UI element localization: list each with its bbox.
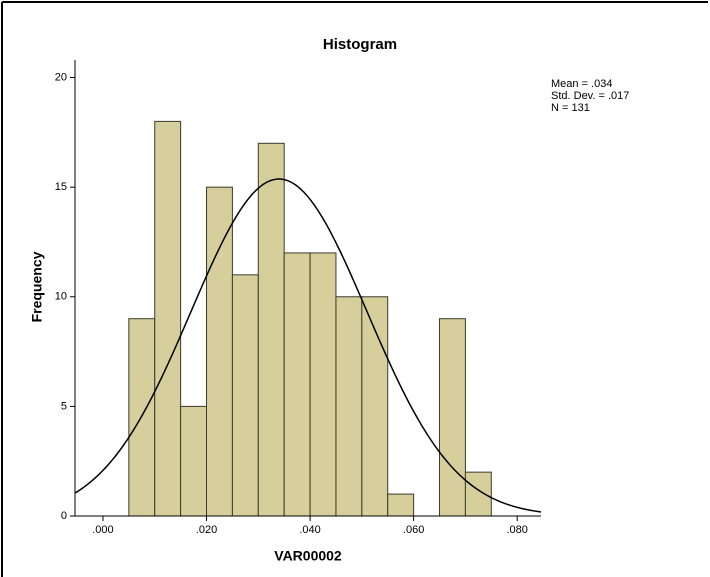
bar (231, 274, 259, 517)
y-tick-label: 5 (61, 400, 67, 412)
x-tick-label: .040 (299, 524, 320, 536)
bar (361, 296, 389, 517)
x-axis-label: VAR00002 (274, 548, 342, 564)
y-tick-label: 15 (55, 181, 67, 193)
bar (283, 252, 311, 517)
bar (180, 405, 208, 517)
normal-curve (74, 178, 542, 513)
x-tick-label: .080 (506, 524, 527, 536)
chart-title: Histogram (323, 36, 397, 53)
x-tick-label: .020 (196, 524, 217, 536)
bar (154, 120, 182, 517)
bar (464, 471, 492, 517)
stat-sd: Std. Dev. = .017 (551, 90, 629, 102)
bar (309, 252, 337, 517)
bar (257, 142, 285, 517)
bar (206, 186, 233, 517)
x-tick-label: .000 (92, 524, 113, 536)
y-tick-label: 10 (55, 291, 67, 303)
bar (335, 296, 363, 517)
y-tick-label: 0 (61, 510, 67, 522)
y-axis-label: Frequency (29, 251, 45, 322)
bar (439, 318, 466, 517)
y-tick-label: 20 (55, 71, 67, 83)
stat-mean: Mean = .034 (551, 78, 612, 90)
bar (387, 493, 415, 517)
stat-n: N = 131 (551, 102, 590, 114)
x-tick-label: .060 (403, 524, 424, 536)
